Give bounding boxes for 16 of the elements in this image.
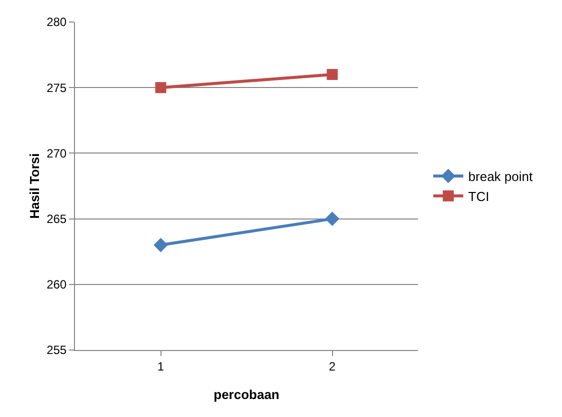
x-tick-label: 2	[328, 359, 336, 374]
legend-label: break point	[468, 169, 533, 184]
point	[155, 82, 166, 94]
x-axis-title: percobaan	[214, 387, 280, 402]
point	[326, 68, 338, 80]
y-tick-label: 275	[46, 80, 67, 95]
y-axis-title: Hasil Torsi	[27, 153, 42, 219]
y-tick-label: 280	[46, 15, 67, 30]
x-tick-label: 1	[157, 359, 164, 374]
legend-label: TCI	[468, 188, 490, 204]
y-tick-label: 270	[46, 146, 67, 160]
point	[154, 238, 168, 252]
y-tick-label: 265	[46, 212, 67, 226]
y-tick-label: 255	[46, 343, 67, 358]
y-tick-label: 260	[46, 278, 67, 292]
point	[325, 212, 340, 226]
